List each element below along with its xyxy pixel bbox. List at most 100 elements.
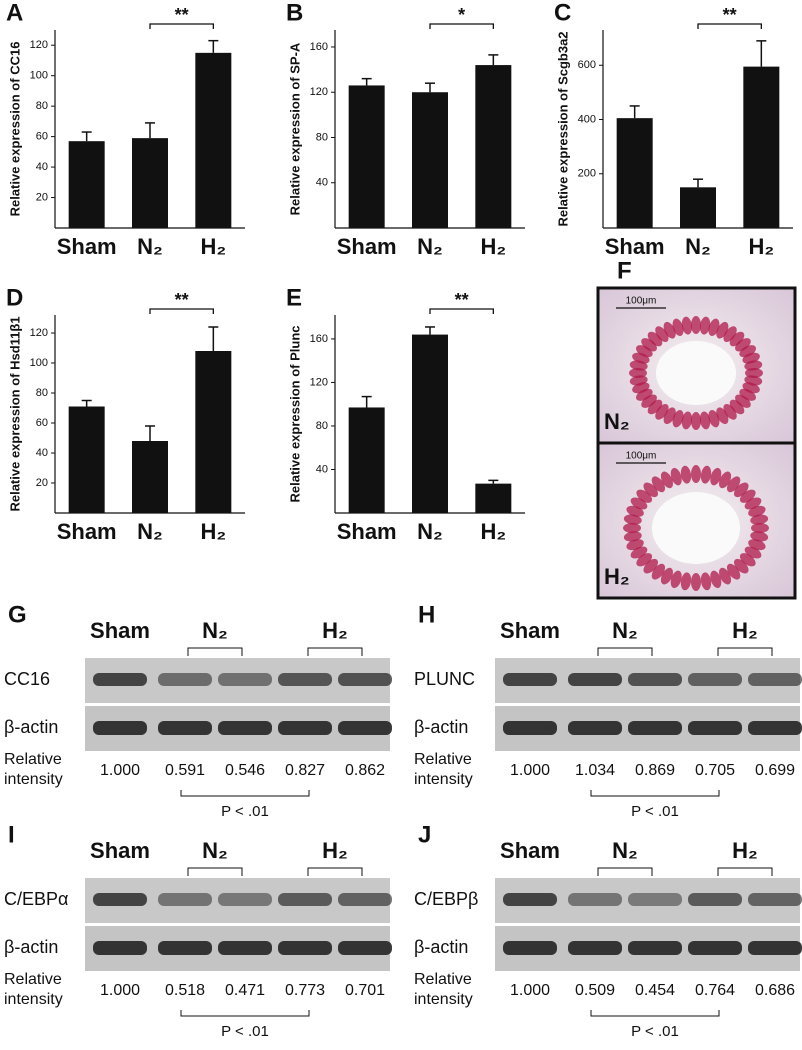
band [338,673,392,686]
x-tick-label: Sham [57,519,117,544]
x-tick-label: N₂ [685,234,711,259]
epithelium [751,523,769,533]
y-tick-label: 120 [30,327,48,339]
epithelium [739,553,756,567]
panel-letter: D [6,284,23,311]
scale-label: 100μm [626,296,657,307]
y-tick-label: 600 [578,59,596,71]
epithelium [636,553,653,567]
group-bracket [187,647,243,656]
group-label: H₂ [322,618,348,643]
intensity-value: 0.591 [165,762,205,779]
intensity-value: 1.000 [510,762,550,779]
epithelium [739,489,756,503]
epithelium [710,570,722,589]
band [568,673,622,686]
epithelium [670,570,682,589]
epithelium [699,411,711,430]
intensity-value: 0.862 [345,762,385,779]
group-label: N₂ [612,618,638,643]
epithelium [691,573,701,591]
band [748,893,802,906]
intensity-value: 0.471 [225,982,265,999]
epithelium [700,572,712,591]
epithelium [735,338,751,352]
epithelium [710,467,722,486]
epithelium [623,514,642,525]
bar [195,351,232,513]
bar [348,407,385,513]
significance-bracket [149,23,214,29]
group-bracket [187,867,243,876]
intensity-value: 0.699 [755,762,795,779]
group-label: Sham [500,838,560,863]
y-axis-label: Relative expression of SP-A [287,42,302,215]
row-label: β-actin [4,937,58,957]
band [218,941,272,955]
epithelium [681,316,693,335]
band [628,941,682,955]
intensity-value: 0.518 [165,982,205,999]
epithelium [680,572,692,591]
intensity-value: 1.000 [100,762,140,779]
band [93,893,147,906]
y-tick-label: 60 [36,417,48,429]
group-bracket [717,867,773,876]
row-label: C/EBPβ [414,889,478,909]
band [338,941,392,955]
epithelium [651,476,666,493]
epithelium [641,338,657,352]
band [158,893,212,906]
band [278,673,332,686]
epithelium [691,316,701,334]
band [503,721,557,735]
y-tick-label: 120 [30,39,48,51]
band [628,893,682,906]
p-value: P < .01 [631,803,679,820]
panel-letter: B [286,0,303,26]
epithelium [672,318,684,337]
band [278,941,332,955]
band [628,721,682,735]
epithelium [641,394,657,408]
intensity-value: 0.705 [695,762,735,779]
panel-letter: J [418,821,431,848]
epithelium [647,331,663,347]
bar [132,138,168,228]
significance-label: ** [723,5,737,25]
group-label: Sham [90,618,150,643]
row-label: β-actin [414,937,468,957]
y-axis-label: Relative expression of CC16 [7,42,22,217]
significance-bracket [697,23,762,29]
epithelium [647,399,663,415]
intensity-label: Relative [4,751,62,768]
intensity-value: 1.034 [575,762,615,779]
y-tick-label: 160 [310,333,328,345]
epithelium [729,331,745,347]
band [503,893,557,906]
x-tick-label: N₂ [137,519,163,544]
y-tick-label: 80 [316,420,328,432]
epithelium [629,368,647,378]
intensity-value: 0.686 [755,982,795,999]
epithelium [735,394,751,408]
y-tick-label: 100 [30,70,48,82]
band [748,941,802,955]
intensity-value: 1.000 [100,982,140,999]
epithelium [708,409,720,428]
epithelium [643,482,659,498]
panel-letter: G [8,601,27,628]
epithelium [651,563,666,580]
panel-letter: A [6,0,23,26]
epithelium [748,505,766,517]
y-tick-label: 400 [578,113,596,125]
x-tick-label: Sham [337,234,397,259]
bar [132,441,168,513]
bar [348,85,385,228]
epithelium [745,368,763,378]
group-bracket [307,867,363,876]
epithelium [655,326,669,343]
band [278,721,332,735]
p-value: P < .01 [221,803,269,820]
group-label: N₂ [612,838,638,863]
